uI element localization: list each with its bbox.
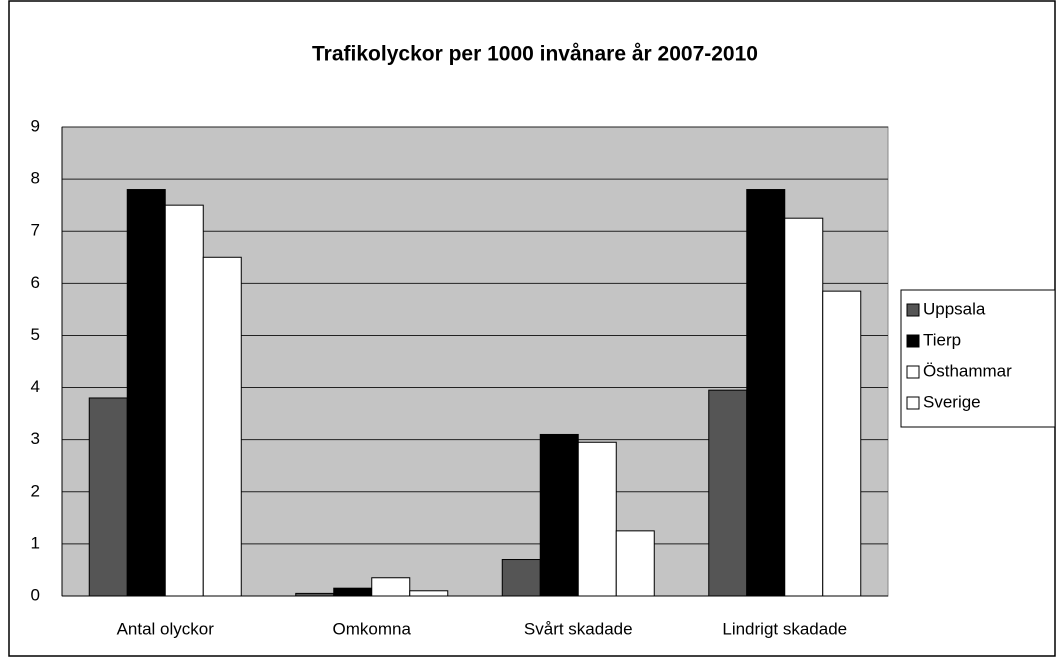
y-tick-label: 5 (31, 325, 40, 344)
x-tick-label: Lindrigt skadade (722, 619, 847, 638)
bar (822, 290, 862, 597)
bar (371, 577, 411, 597)
y-tick-label: 3 (31, 429, 40, 448)
legend-swatch (906, 396, 920, 410)
y-tick-label: 6 (31, 273, 40, 292)
bar (333, 587, 373, 597)
bar (501, 559, 541, 597)
y-tick-label: 1 (31, 533, 40, 552)
bar (539, 433, 579, 597)
legend-label: Uppsala (923, 299, 986, 318)
y-tick-label: 0 (31, 585, 40, 604)
legend-swatch (906, 334, 920, 348)
y-tick-label: 4 (31, 377, 40, 396)
legend-label: Tierp (923, 330, 961, 349)
bar (746, 189, 786, 597)
bar (202, 256, 242, 597)
legend-swatch (906, 365, 920, 379)
y-tick-label: 7 (31, 221, 40, 240)
legend-box (900, 289, 1056, 428)
legend-label: Sverige (923, 392, 981, 411)
bar (784, 217, 824, 597)
legend-swatch (906, 303, 920, 317)
x-tick-label: Antal olyckor (117, 619, 215, 638)
bar (615, 530, 655, 597)
bar (126, 189, 166, 597)
bar (409, 590, 449, 597)
bar (708, 389, 748, 597)
bar (88, 397, 128, 597)
y-tick-label: 9 (31, 116, 40, 135)
chart-title: Trafikolyckor per 1000 invånare år 2007-… (312, 43, 758, 66)
legend-label: Östhammar (923, 361, 1012, 380)
bar (164, 204, 204, 597)
y-tick-label: 8 (31, 169, 40, 188)
y-tick-label: 2 (31, 481, 40, 500)
x-tick-label: Svårt skadade (524, 619, 633, 638)
x-tick-label: Omkomna (333, 619, 412, 638)
bar (577, 441, 617, 597)
